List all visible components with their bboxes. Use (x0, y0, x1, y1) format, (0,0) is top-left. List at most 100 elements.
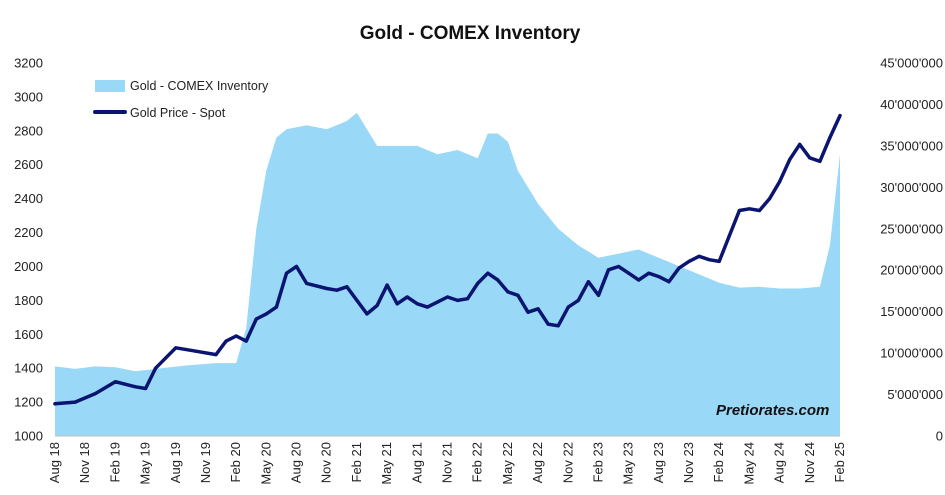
y-right-tick-label: 30'000'000 (880, 180, 943, 195)
inventory-area-layer (55, 112, 840, 436)
x-tick-label: May 23 (621, 442, 636, 485)
y-left-tick-label: 1800 (14, 293, 43, 308)
y-right-tick-label: 45'000'000 (880, 56, 943, 71)
price-point (305, 281, 309, 285)
x-tick-label: Nov 22 (560, 442, 575, 483)
price-point (687, 259, 691, 263)
price-point (556, 324, 560, 328)
x-tick-label: Aug 18 (47, 442, 62, 483)
price-point (476, 281, 480, 285)
price-point (93, 392, 97, 396)
price-point (747, 207, 752, 211)
price-point (818, 159, 822, 163)
price-point (53, 402, 57, 406)
price-point (627, 271, 631, 275)
x-tick-label: Nov 21 (440, 442, 455, 483)
price-point (395, 302, 399, 306)
y-right-tick-label: 25'000'000 (880, 221, 943, 236)
y-right-tick-label: 5'000'000 (887, 387, 943, 402)
price-point (788, 158, 792, 162)
y-left-tick-label: 3000 (14, 89, 43, 104)
price-point (677, 266, 681, 270)
price-point (526, 310, 530, 314)
legend: Gold - COMEX Inventory Gold Price - Spot (93, 79, 269, 120)
price-point (778, 180, 782, 184)
price-point (566, 305, 570, 309)
price-point (73, 400, 77, 404)
axes-layer: 1000 1200 1400 1600 1800 2000 2200 2400 2600 2800… (14, 56, 943, 485)
price-point (606, 268, 611, 272)
price-point (838, 114, 842, 118)
y-left-tick-label: 2000 (14, 259, 43, 274)
price-point (113, 380, 117, 384)
legend-label-inventory: Gold - COMEX Inventory (130, 79, 269, 93)
y-left-tick-label: 1400 (14, 361, 43, 376)
x-tick-label: Feb 25 (832, 442, 847, 482)
price-point (244, 339, 248, 343)
price-point (667, 280, 671, 284)
price-point (234, 334, 238, 338)
y-left-tick-label: 3200 (14, 56, 43, 71)
price-point (596, 293, 601, 297)
price-point (617, 264, 621, 269)
price-point (828, 136, 832, 140)
price-point (274, 305, 278, 309)
price-point (456, 298, 460, 302)
y-right-tick-label: 10'000'000 (880, 346, 943, 361)
chart-title: Gold - COMEX Inventory (360, 23, 581, 44)
price-point (284, 271, 289, 275)
x-tick-label: Nov 19 (198, 442, 213, 483)
x-tick-label: Aug 24 (772, 442, 787, 483)
price-point (707, 258, 711, 262)
price-point (405, 295, 409, 299)
price-point (415, 302, 419, 306)
legend-label-price: Gold Price - Spot (130, 106, 226, 120)
price-point (254, 317, 258, 321)
x-tick-label: Feb 19 (107, 442, 122, 482)
x-tick-label: May 21 (379, 442, 394, 485)
price-point (496, 278, 500, 282)
price-point (355, 298, 359, 302)
x-tick-label: Feb 21 (349, 442, 364, 482)
watermark: Pretiorates.com (716, 402, 829, 419)
price-point (637, 278, 641, 282)
price-point (647, 271, 651, 275)
price-line-layer (53, 113, 842, 406)
price-point (536, 307, 540, 311)
price-point (214, 353, 218, 357)
price-point (466, 297, 470, 301)
price-point (375, 303, 379, 308)
price-point (335, 288, 339, 292)
x-tick-label: Aug 21 (409, 442, 424, 483)
price-point (194, 349, 198, 353)
price-point (717, 259, 721, 263)
price-point (808, 156, 812, 160)
x-tick-label: Nov 20 (319, 442, 334, 483)
legend-swatch-inventory (95, 80, 125, 92)
price-point (768, 197, 772, 201)
price-point (798, 142, 802, 146)
y-left-tick-label: 2200 (14, 225, 43, 240)
x-tick-label: Aug 23 (651, 442, 666, 483)
x-tick-label: Nov 18 (77, 442, 92, 483)
x-tick-label: Feb 22 (470, 442, 485, 482)
y-left-tick-label: 1600 (14, 327, 43, 342)
price-point (365, 312, 369, 316)
y-right-tick-label: 40'000'000 (880, 97, 943, 112)
price-point (425, 305, 429, 309)
price-point (727, 234, 731, 238)
price-point (757, 208, 762, 213)
y-left-tick-label: 2600 (14, 157, 43, 172)
price-point (516, 293, 520, 297)
y-left-tick-label: 2800 (14, 123, 43, 138)
price-point (435, 300, 439, 304)
x-tick-label: Aug 22 (530, 442, 545, 483)
price-point (144, 386, 148, 391)
y-right-tick-label: 20'000'000 (880, 263, 943, 278)
x-tick-label: May 19 (138, 442, 153, 485)
x-tick-label: May 20 (258, 442, 273, 485)
price-point (385, 283, 389, 287)
x-tick-label: Feb 24 (711, 442, 726, 482)
